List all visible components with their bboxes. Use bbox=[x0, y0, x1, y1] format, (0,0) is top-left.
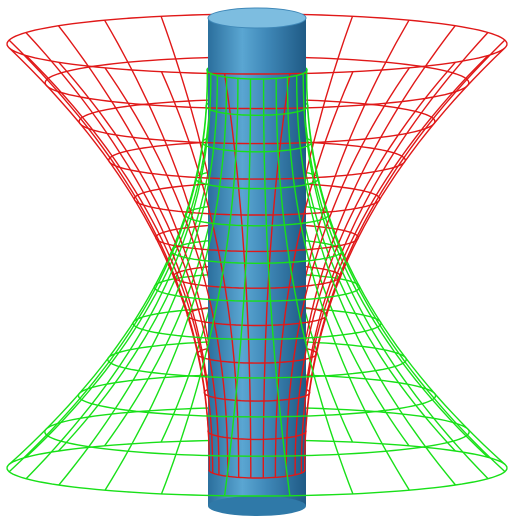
bottom-ring-front bbox=[132, 323, 382, 340]
bottom-meridian bbox=[275, 78, 354, 495]
top-meridian bbox=[8, 47, 211, 472]
bottom-meridian bbox=[25, 66, 212, 458]
top-meridian bbox=[294, 61, 457, 475]
top-ring-front bbox=[155, 237, 359, 253]
bottom-meridian bbox=[296, 75, 457, 486]
bottom-ring-front bbox=[107, 359, 407, 379]
top-ring-front bbox=[172, 276, 342, 289]
bottom-ring-front bbox=[206, 70, 308, 80]
bottom-ring-front bbox=[201, 142, 313, 153]
bottom-meridian bbox=[8, 71, 209, 473]
top-ring-front bbox=[186, 315, 328, 327]
top-meridian bbox=[104, 67, 229, 477]
top-meridian bbox=[58, 61, 220, 475]
cylinder-top-cap bbox=[207, 7, 307, 29]
bottom-meridian bbox=[104, 77, 228, 491]
bottom-meridian bbox=[160, 78, 239, 495]
bottom-ring-front bbox=[6, 467, 508, 497]
bottom-ring-front bbox=[171, 250, 343, 264]
top-meridian bbox=[160, 71, 240, 478]
top-meridian bbox=[25, 55, 214, 474]
bottom-ring-front bbox=[184, 214, 330, 227]
top-meridian bbox=[285, 67, 410, 477]
top-ring-front bbox=[208, 469, 306, 479]
bottom-surface-front bbox=[6, 70, 508, 497]
top-ring-front bbox=[207, 431, 307, 441]
bottom-ring-front bbox=[153, 286, 361, 302]
bottom-meridian bbox=[223, 78, 252, 496]
top-surface-front bbox=[6, 43, 508, 479]
bottom-meridian bbox=[302, 73, 489, 480]
top-ring-front bbox=[78, 121, 436, 145]
top-meridian bbox=[274, 71, 354, 478]
top-ring-front bbox=[133, 198, 381, 216]
bottom-ring-front bbox=[44, 431, 470, 457]
bottom-ring-front bbox=[205, 106, 309, 116]
bottom-meridian bbox=[58, 75, 219, 486]
bottom-meridian bbox=[25, 73, 212, 480]
bottom-meridian bbox=[286, 77, 410, 491]
top-ring-front bbox=[6, 43, 508, 75]
cylinder-bottom-cap bbox=[208, 496, 306, 516]
top-ring-front bbox=[108, 160, 406, 180]
bottom-meridian bbox=[302, 66, 489, 458]
top-ring-front bbox=[44, 82, 470, 110]
bottom-ring-front bbox=[77, 395, 437, 418]
bottom-ring-front bbox=[194, 178, 320, 190]
top-meridian bbox=[303, 47, 506, 472]
top-meridian bbox=[300, 55, 489, 474]
bottom-meridian bbox=[305, 71, 506, 473]
bottom-meridian bbox=[262, 78, 291, 496]
top-ring-front bbox=[203, 392, 311, 402]
